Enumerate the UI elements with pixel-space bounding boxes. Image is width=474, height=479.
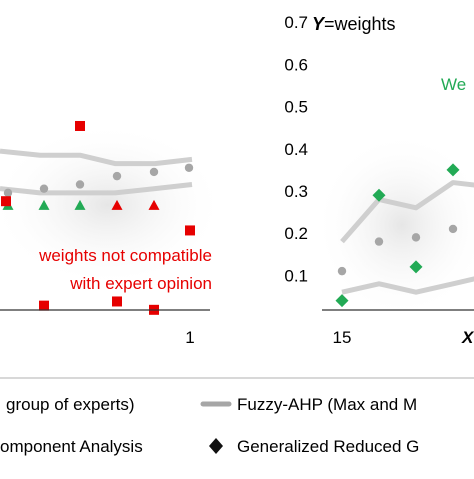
right-legend-partial: We [441,75,466,94]
left-circle-point [3,188,13,198]
left-band-lower-line [0,181,193,196]
right-y-tick-label: 0.5 [284,98,308,117]
left-red-square [39,300,49,311]
left-circle-point [75,180,85,189]
legend-item-pca: omponent Analysis [0,437,143,456]
right-circle-point [337,266,347,276]
annotation-line-1: weights not compatible [38,246,212,265]
left-green-triangle [74,199,86,210]
left-circle-point [112,171,122,181]
right-y-tick-label: 0.1 [284,266,308,285]
annotation-line-2: with expert opinion [69,274,212,293]
right-y-tick-label: 0.6 [284,56,308,75]
left-circle-point [39,184,49,193]
legend: group of experts) Fuzzy-AHP (Max and M o… [0,377,474,456]
right-diamond-point [409,260,423,274]
left-band-upper-line [0,148,193,167]
right-circle-point [411,233,421,242]
right-y-axis-title: Y=weights [312,14,396,34]
right-x-tick-15: 15 [333,328,352,347]
left-red-square [75,120,85,131]
right-diamond-point [372,188,386,202]
left-red-triangle [148,199,160,210]
left-red-square [185,225,195,236]
legend-item-experts: group of experts) [6,395,135,414]
left-green-triangle [38,199,50,210]
left-x-tick-1: 1 [185,328,194,347]
left-red-triangle [111,199,123,210]
right-band-lower-line [341,276,474,295]
right-band-upper-line [340,180,474,244]
legend-item-grg: Generalized Reduced G [237,437,419,456]
right-circle-point [448,224,458,234]
left-red-square [112,296,122,307]
right-y-tick-label: 0.3 [284,182,308,201]
left-circle-point [184,163,194,172]
right-y-tick-label: 0.4 [284,140,308,159]
legend-item-fuzzy-ahp: Fuzzy-AHP (Max and M [237,395,417,414]
left-circle-point [149,167,159,177]
legend-diamond-symbol [209,438,223,454]
right-x-axis-title: X [461,328,474,347]
right-panel: 0.1 0.2 0.3 0.4 0.5 0.6 0.7 Y=weights We 15 X [284,13,474,347]
right-y-tick-label: 0.2 [284,224,308,243]
right-diamond-point [335,294,349,308]
right-y-tick-label: 0.7 [284,13,308,32]
right-diamond-point [446,163,460,177]
left-panel: 1 weights not compatible with expert opi… [0,120,215,347]
left-red-square [1,196,11,207]
right-circle-point [374,237,384,246]
